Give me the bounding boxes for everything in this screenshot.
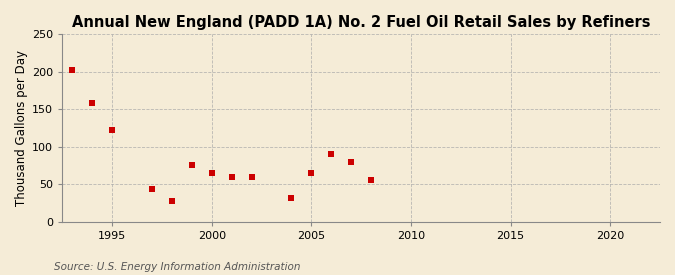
Point xyxy=(366,178,377,183)
Point xyxy=(167,199,178,203)
Point xyxy=(246,175,257,180)
Point xyxy=(346,160,356,164)
Title: Annual New England (PADD 1A) No. 2 Fuel Oil Retail Sales by Refiners: Annual New England (PADD 1A) No. 2 Fuel … xyxy=(72,15,651,30)
Point xyxy=(87,101,98,105)
Point xyxy=(226,174,237,179)
Point xyxy=(286,196,297,201)
Point xyxy=(207,171,217,175)
Y-axis label: Thousand Gallons per Day: Thousand Gallons per Day xyxy=(15,50,28,206)
Point xyxy=(107,128,117,132)
Point xyxy=(306,171,317,175)
Point xyxy=(146,186,157,191)
Point xyxy=(326,152,337,156)
Point xyxy=(186,163,197,167)
Point xyxy=(67,68,78,72)
Text: Source: U.S. Energy Information Administration: Source: U.S. Energy Information Administ… xyxy=(54,262,300,272)
